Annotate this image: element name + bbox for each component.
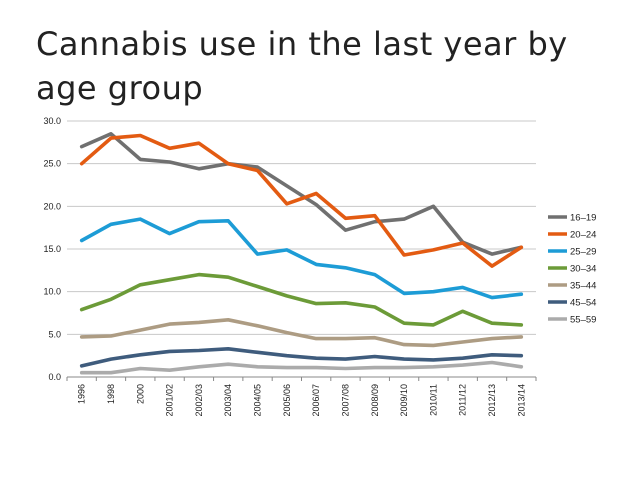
x-tick-label: 2008/09 <box>370 384 380 417</box>
x-tick-label: 2009/10 <box>399 384 409 417</box>
legend-label: 20–24 <box>570 230 596 241</box>
series-line-45–54 <box>79 346 524 368</box>
legend-label: 45–54 <box>570 298 596 309</box>
x-tick-label: 2001/02 <box>165 384 175 417</box>
y-tick-label: 20.0 <box>43 201 61 211</box>
legend: 16–19 20–24 25–29 30–34 35–44 45–54 55–59 <box>548 213 596 326</box>
x-tick-label: 2004/05 <box>253 384 263 417</box>
x-tick-label: 2003/04 <box>223 384 233 417</box>
series-line-35–44 <box>79 317 524 348</box>
legend-label: 35–44 <box>570 281 596 292</box>
x-tick-label: 2011/12 <box>458 384 468 416</box>
y-tick-label: 15.0 <box>43 244 61 254</box>
series-lines <box>79 132 524 375</box>
x-tick-label: 2005/06 <box>282 384 292 417</box>
x-tick-label: 1998 <box>106 384 116 404</box>
legend-label: 30–34 <box>570 264 596 275</box>
x-tick-label: 2007/08 <box>340 384 350 417</box>
x-tick-label: 2013/14 <box>516 384 526 417</box>
x-tick-label: 1996 <box>77 384 87 404</box>
y-tick-label: 0.0 <box>48 372 61 382</box>
y-tick-label: 25.0 <box>43 159 61 169</box>
x-tick-label: 2006/07 <box>311 384 321 417</box>
x-tick-label: 2000 <box>135 384 145 404</box>
axes: 0.0 5.0 10.0 15.0 20.0 25.0 30.0 1996 1998 2000 20… <box>43 116 537 417</box>
x-tick-label: 2012/13 <box>487 384 497 417</box>
y-tick-label: 30.0 <box>43 116 61 126</box>
chart-title: Cannabis use in the last year by age gro… <box>36 25 568 107</box>
series-line-16–19 <box>79 132 524 256</box>
series-line-25–29 <box>79 217 524 300</box>
y-tick-label: 10.0 <box>43 287 61 297</box>
x-tick-label: 2010/11 <box>428 384 438 416</box>
x-tick-label: 2002/03 <box>194 384 204 417</box>
series-line-55–59 <box>79 360 524 375</box>
legend-label: 55–59 <box>570 315 596 326</box>
y-tick-label: 5.0 <box>48 329 61 339</box>
series-line-20–24 <box>79 133 524 268</box>
series-line-30–34 <box>79 272 524 327</box>
gridlines <box>67 120 536 378</box>
legend-label: 16–19 <box>570 213 596 224</box>
legend-label: 25–29 <box>570 247 596 258</box>
